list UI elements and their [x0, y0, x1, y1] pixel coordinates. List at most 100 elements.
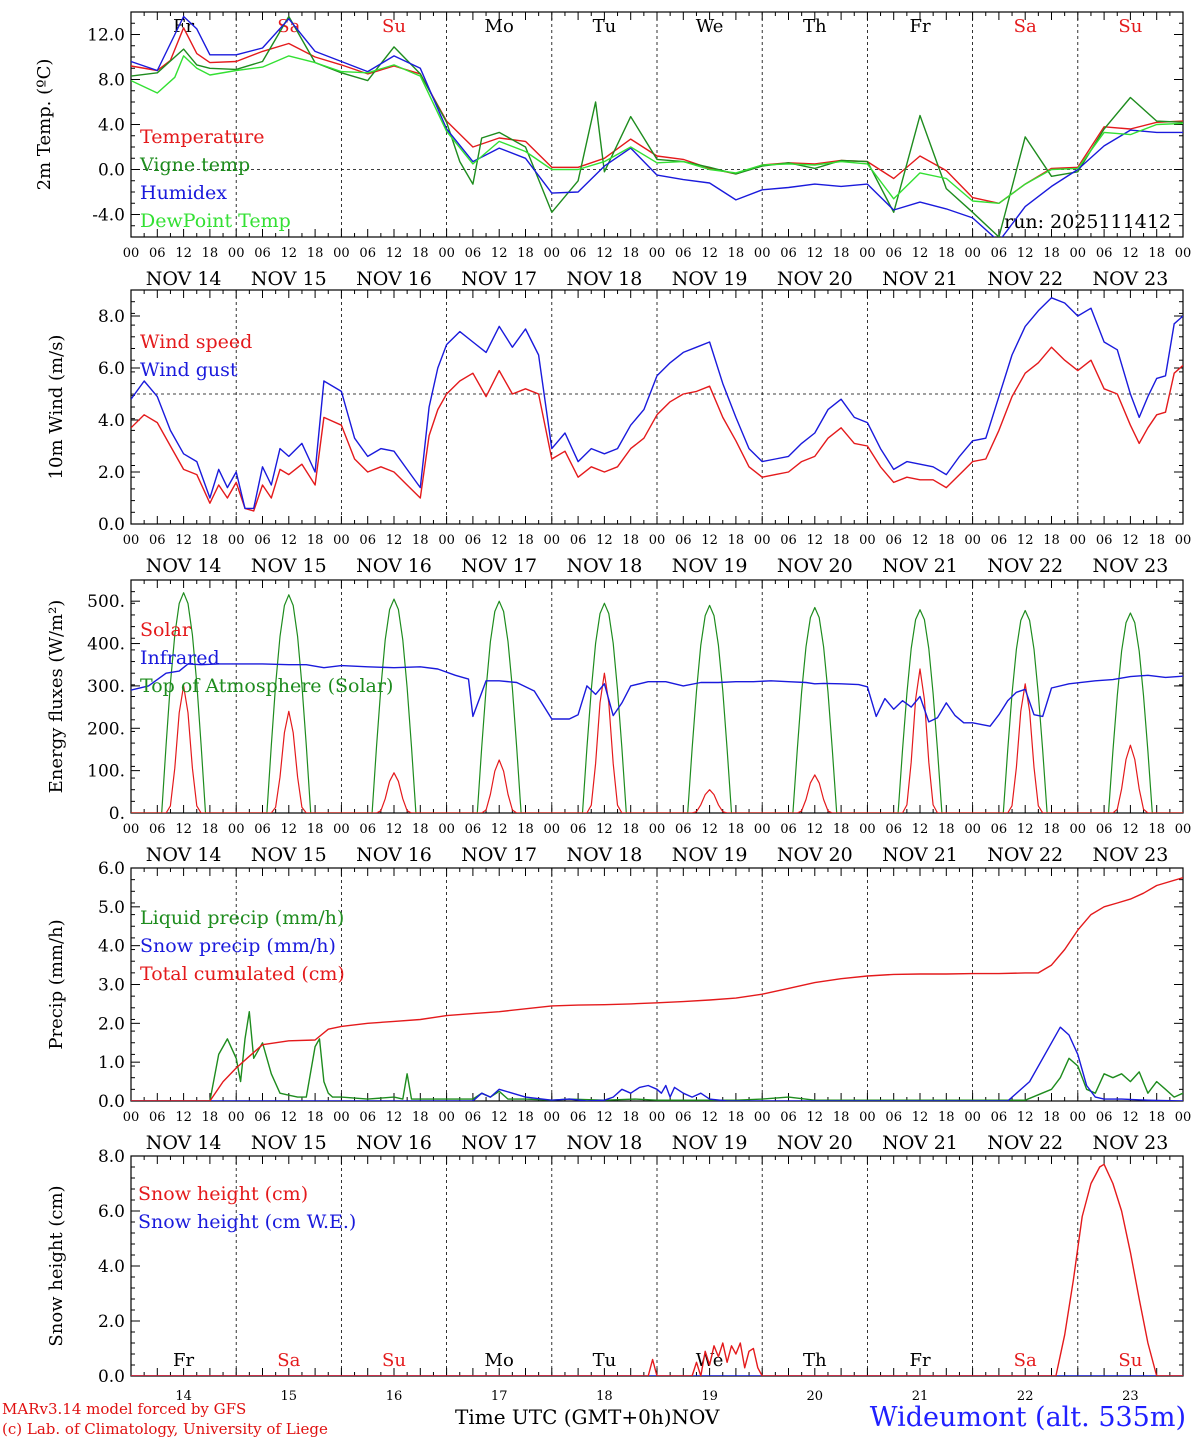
hour-label: 12 — [1017, 1110, 1034, 1125]
y-tick-label: 400. — [87, 635, 125, 655]
legend-entry: Snow precip (mm/h) — [140, 935, 336, 957]
hour-label: 18 — [202, 1110, 219, 1125]
hour-label: 06 — [991, 246, 1008, 261]
hour-label: 18 — [412, 1110, 429, 1125]
series-vigne-temp — [131, 15, 1183, 237]
station-name: Wideumont (alt. 535m) — [869, 1402, 1186, 1433]
y-tick-label: -4.0 — [92, 206, 125, 226]
hour-label: 18 — [1043, 533, 1060, 548]
panel-precip: 6.0 5.0 4.0 3.0 2.0 1.0 0.0 Precip (mm/h) 00 06 12… — [46, 859, 1191, 1154]
hour-label: 00 — [333, 822, 350, 837]
hour-label: 06 — [254, 246, 271, 261]
date-label: NOV 19 — [672, 844, 748, 866]
hour-label: 12 — [807, 533, 824, 548]
y-tick-label: 5.0 — [98, 898, 125, 918]
run-label: run: 2025111412 — [1004, 211, 1171, 233]
hour-label: 18 — [622, 1110, 639, 1125]
legend-entry: Temperature — [140, 126, 264, 148]
hour-label: 06 — [780, 822, 797, 837]
y-tick-label: 200. — [87, 719, 125, 739]
date-label: NOV 17 — [461, 268, 537, 290]
hour-label: 18 — [307, 822, 324, 837]
day-name: Mo — [485, 16, 514, 37]
hour-label: 00 — [123, 246, 140, 261]
hour-label: 00 — [544, 1110, 561, 1125]
hour-label: 12 — [1017, 246, 1034, 261]
hour-label: 06 — [675, 1110, 692, 1125]
day-name: Sa — [277, 16, 300, 37]
hour-label: 00 — [1070, 533, 1087, 548]
hour-label: 00 — [754, 246, 771, 261]
day-name: Sa — [277, 1350, 300, 1371]
date-label: NOV 15 — [251, 268, 327, 290]
hour-label: 00 — [544, 246, 561, 261]
hour-label: 00 — [333, 533, 350, 548]
legend-entry: Wind speed — [140, 331, 252, 353]
date-label: NOV 17 — [461, 1132, 537, 1154]
y-axis-label: Snow height (cm) — [46, 1185, 67, 1346]
hour-label: 18 — [938, 822, 955, 837]
hour-label: 06 — [570, 822, 587, 837]
y-tick-label: 2.0 — [98, 1014, 125, 1034]
day-name: Fr — [909, 16, 930, 37]
series-toa-solar — [131, 592, 1183, 813]
hour-label: 12 — [807, 822, 824, 837]
hour-label: 00 — [438, 822, 455, 837]
hour-label: 12 — [491, 533, 508, 548]
panel-snow: 8.0 6.0 4.0 2.0 0.0 Snow height (cm) 14 Fr 15 Sa 1… — [46, 1147, 1184, 1404]
hour-label: 12 — [1017, 822, 1034, 837]
hour-label: 06 — [359, 533, 376, 548]
time-axis-label: Time UTC (GMT+0h)NOV — [455, 1405, 720, 1429]
date-label: NOV 20 — [777, 555, 853, 577]
time-axis-title: Time UTC (GMT+0h) — [455, 1405, 672, 1429]
hour-label: 06 — [1096, 533, 1113, 548]
day-name: Sa — [1014, 16, 1037, 37]
hour-label: 00 — [1070, 246, 1087, 261]
y-tick-label: 2.0 — [98, 1312, 125, 1332]
hour-label: 18 — [833, 1110, 850, 1125]
hour-label: 06 — [149, 822, 166, 837]
legend-entry: Infrared — [140, 647, 220, 669]
hour-label: 12 — [175, 822, 192, 837]
hour-label: 06 — [254, 1110, 271, 1125]
hour-label: 06 — [254, 533, 271, 548]
y-axis-label: 10m Wind (m/s) — [46, 335, 67, 480]
hour-label: 06 — [780, 246, 797, 261]
legend-entry: Solar — [140, 619, 192, 641]
date-label: NOV 18 — [566, 1132, 642, 1154]
day-name: Fr — [173, 1350, 194, 1371]
day-number: 15 — [281, 1389, 298, 1404]
day-number: 23 — [1122, 1389, 1139, 1404]
series-dewpoint-temp — [131, 55, 1183, 205]
hour-label: 18 — [412, 246, 429, 261]
hour-label: 12 — [491, 1110, 508, 1125]
hour-label: 00 — [438, 246, 455, 261]
hour-label: 12 — [912, 533, 929, 548]
y-tick-label: 6.0 — [98, 1202, 125, 1222]
hour-label: 12 — [281, 246, 298, 261]
day-name: Su — [382, 1350, 406, 1371]
hour-label: 12 — [175, 533, 192, 548]
legend-entry: DewPoint Temp — [140, 210, 291, 232]
date-label: NOV 18 — [566, 844, 642, 866]
date-label: NOV 23 — [1092, 1132, 1168, 1154]
hour-label: 00 — [438, 1110, 455, 1125]
hour-label: 18 — [938, 246, 955, 261]
hour-label: 18 — [728, 1110, 745, 1125]
hour-label: 06 — [465, 1110, 482, 1125]
hour-label: 06 — [570, 533, 587, 548]
hour-label: 12 — [491, 822, 508, 837]
hour-label: 06 — [465, 246, 482, 261]
hour-label: 00 — [964, 822, 981, 837]
date-label: NOV 19 — [672, 555, 748, 577]
series-group — [131, 592, 1183, 813]
date-label: NOV 17 — [461, 555, 537, 577]
hour-label: 18 — [307, 533, 324, 548]
date-label: NOV 15 — [251, 1132, 327, 1154]
day-number: 16 — [386, 1389, 403, 1404]
hour-label: 18 — [517, 1110, 534, 1125]
hour-label: 18 — [622, 533, 639, 548]
date-label: NOV 19 — [672, 1132, 748, 1154]
hour-label: 06 — [149, 533, 166, 548]
hour-label: 12 — [281, 533, 298, 548]
